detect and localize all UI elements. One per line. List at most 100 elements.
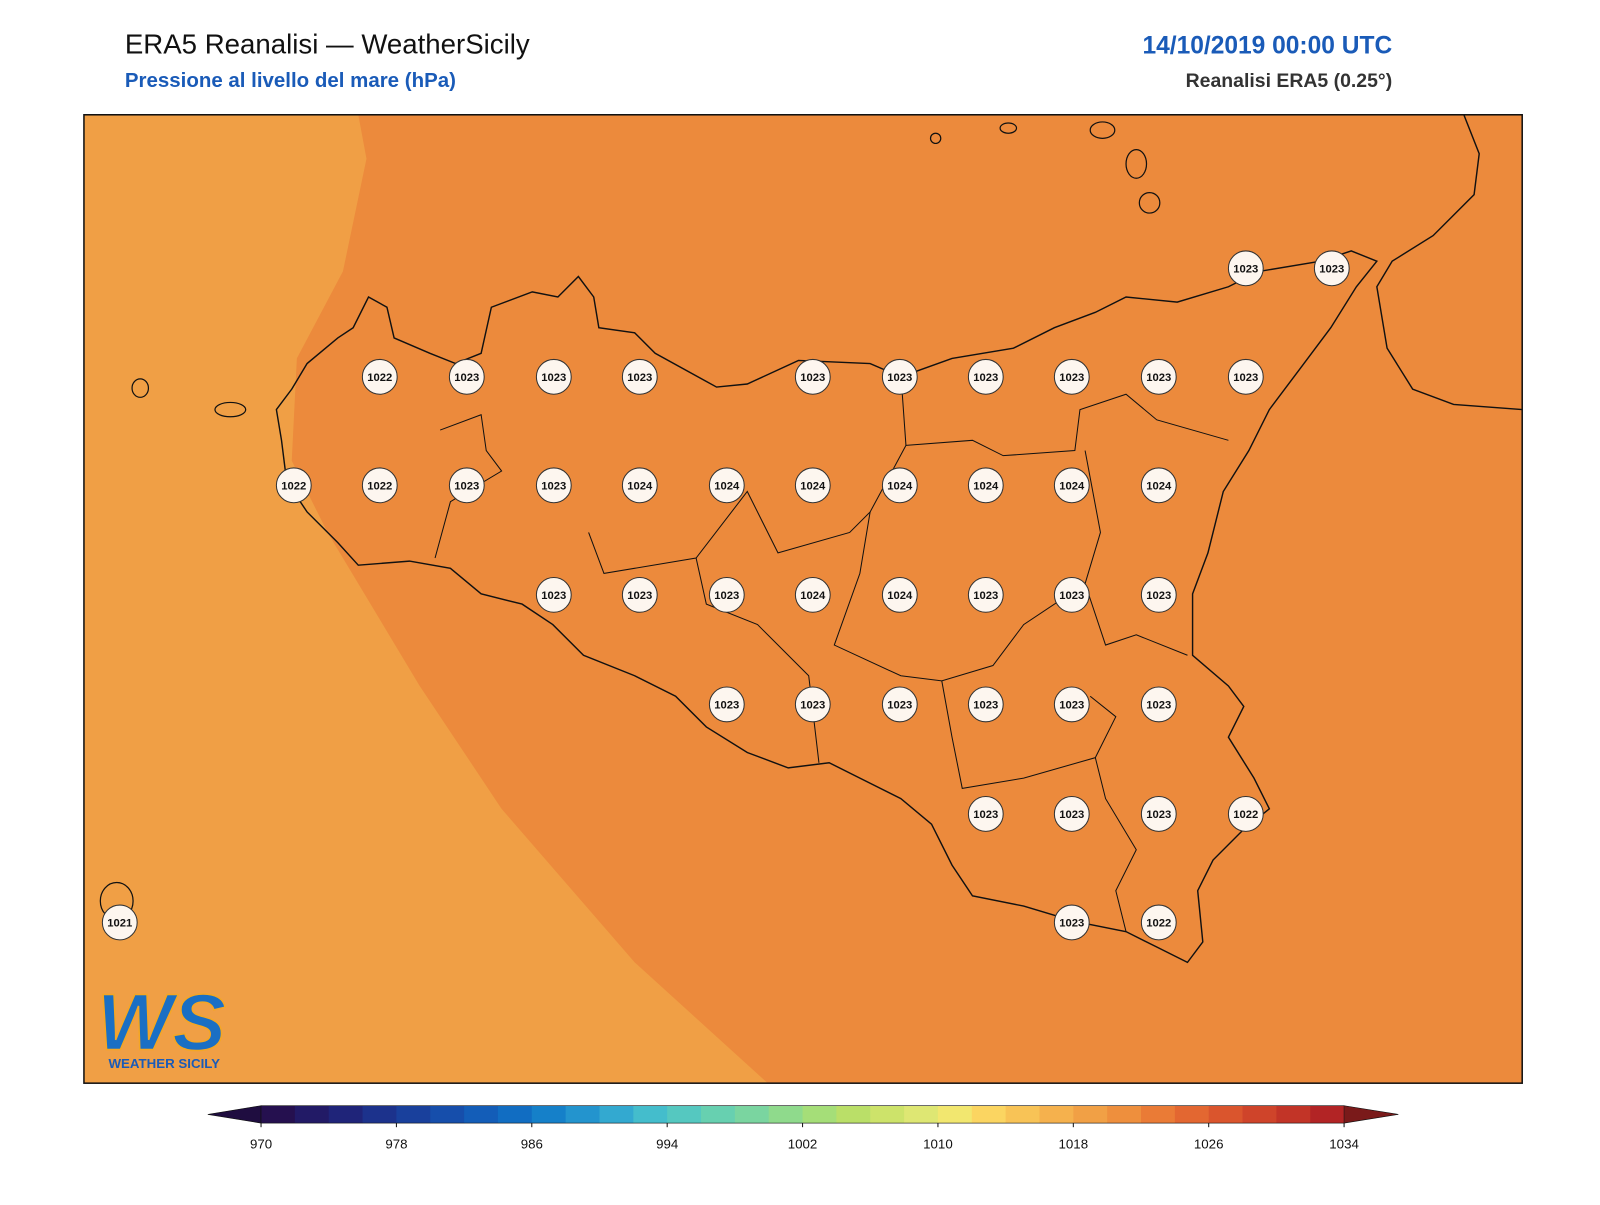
station-label: 1023: [887, 700, 912, 712]
station-marker: [967, 467, 1004, 504]
colorbar-bin: [701, 1105, 736, 1124]
colorbar-bin: [1208, 1105, 1244, 1124]
station-marker: [967, 358, 1004, 395]
colorbar-bin: [328, 1105, 364, 1124]
coastline: [275, 250, 1379, 964]
station-marker: [535, 467, 572, 504]
station-marker: [708, 576, 745, 613]
station-marker: [1140, 358, 1177, 395]
station-label: 1023: [800, 372, 825, 384]
station-marker: [881, 686, 918, 723]
station-marker: [967, 576, 1004, 613]
station-label: 1023: [1146, 809, 1171, 821]
station-label: 1023: [800, 700, 825, 712]
station-label: 1023: [714, 590, 739, 602]
station-label: 1023: [1233, 372, 1258, 384]
colorbar-bin: [667, 1105, 702, 1124]
station-marker: [621, 358, 658, 395]
colorbar-bin: [1141, 1105, 1176, 1124]
station-label: 1023: [627, 372, 652, 384]
station-label: 1022: [1146, 918, 1171, 930]
colorbar-bin: [633, 1105, 668, 1124]
station-label: 1023: [1059, 372, 1084, 384]
colorbar-bin: [565, 1105, 600, 1124]
station-marker: [967, 796, 1004, 832]
station-marker: [1053, 796, 1090, 832]
colorbar-tick-label: 978: [385, 1137, 407, 1152]
colorbar-bin: [734, 1105, 770, 1124]
colorbar-tick-label: 994: [656, 1137, 678, 1152]
station-marker: [881, 576, 918, 613]
station-marker: [881, 358, 918, 395]
station-marker: [621, 576, 658, 613]
station-marker: [535, 358, 572, 395]
colorbar-bin: [1310, 1105, 1345, 1124]
station-marker: [1140, 467, 1177, 504]
colorbar-bin: [1107, 1105, 1142, 1124]
station-label: 1023: [541, 590, 566, 602]
station-marker: [794, 358, 831, 395]
station-marker: [1053, 358, 1090, 395]
station-label: 1023: [541, 480, 566, 492]
station-label: 1021: [107, 918, 132, 930]
colorbar-bin: [261, 1105, 296, 1124]
station-marker: [1053, 904, 1090, 941]
station-marker: [1140, 796, 1177, 832]
station-label: 1023: [973, 809, 998, 821]
source: Reanalisi ERA5 (0.25°): [1186, 70, 1393, 92]
colorbar-bin: [971, 1105, 1007, 1124]
station-marker: [1227, 250, 1264, 287]
station-label: 1022: [1233, 809, 1258, 821]
station-label: 1023: [541, 372, 566, 384]
station-marker: [361, 358, 398, 395]
station-label: 1022: [367, 480, 392, 492]
title: ERA5 Reanalisi — WeatherSicily: [125, 28, 530, 59]
station-marker: [535, 576, 572, 613]
colorbar-bin: [1174, 1105, 1210, 1124]
colorbar-bin: [1242, 1105, 1277, 1124]
station-label: 1024: [627, 480, 653, 492]
datetime: 14/10/2019 00:00 UTC: [1142, 32, 1392, 59]
station-marker: [101, 904, 138, 941]
station-label: 1023: [973, 590, 998, 602]
pressure-band: [83, 114, 768, 1084]
station-marker: [1053, 686, 1090, 723]
station-marker: [1227, 796, 1264, 832]
colorbar-bin: [430, 1105, 465, 1124]
station-marker: [1227, 358, 1264, 395]
colorbar-over: [1343, 1105, 1399, 1124]
station-label: 1023: [973, 372, 998, 384]
station-label: 1024: [1146, 480, 1172, 492]
map-frame: [83, 114, 1523, 1084]
colorbar-bin: [802, 1105, 837, 1124]
station-marker: [1313, 250, 1350, 287]
station-label: 1023: [1059, 809, 1084, 821]
station-marker: [1140, 576, 1177, 613]
colorbar-bin: [1039, 1105, 1074, 1124]
station-label: 1024: [800, 480, 826, 492]
station-label: 1023: [627, 590, 652, 602]
colorbar-tick-label: 986: [521, 1137, 543, 1152]
colorbar: 970 978 986 994 1002 1010 1018 1026 1034: [207, 1105, 1399, 1152]
province-borders: [434, 373, 1229, 932]
colorbar-tick-label: 1026: [1194, 1137, 1224, 1152]
station-marker: [621, 467, 658, 504]
stations: 1023 1023 1022 1023 1023 1023 1023 1023 1023 1023…: [101, 250, 1350, 941]
station-marker: [361, 467, 398, 504]
station-label: 1023: [1319, 263, 1344, 275]
station-label: 1023: [973, 700, 998, 712]
station-label: 1023: [1233, 263, 1258, 275]
colorbar-bin: [396, 1105, 431, 1124]
station-label: 1024: [800, 590, 826, 602]
station-label: 1023: [714, 700, 739, 712]
logo: WS WEATHER SICILY: [96, 977, 226, 1071]
colorbar-bin: [1073, 1105, 1108, 1124]
map-area: [83, 114, 1523, 1084]
colorbar-tick-label: 1034: [1329, 1137, 1359, 1152]
station-marker: [881, 467, 918, 504]
station-label: 1023: [454, 372, 479, 384]
colorbar-bin: [1276, 1105, 1311, 1124]
colorbar-bin: [464, 1105, 499, 1124]
colorbar-bin: [531, 1105, 567, 1124]
